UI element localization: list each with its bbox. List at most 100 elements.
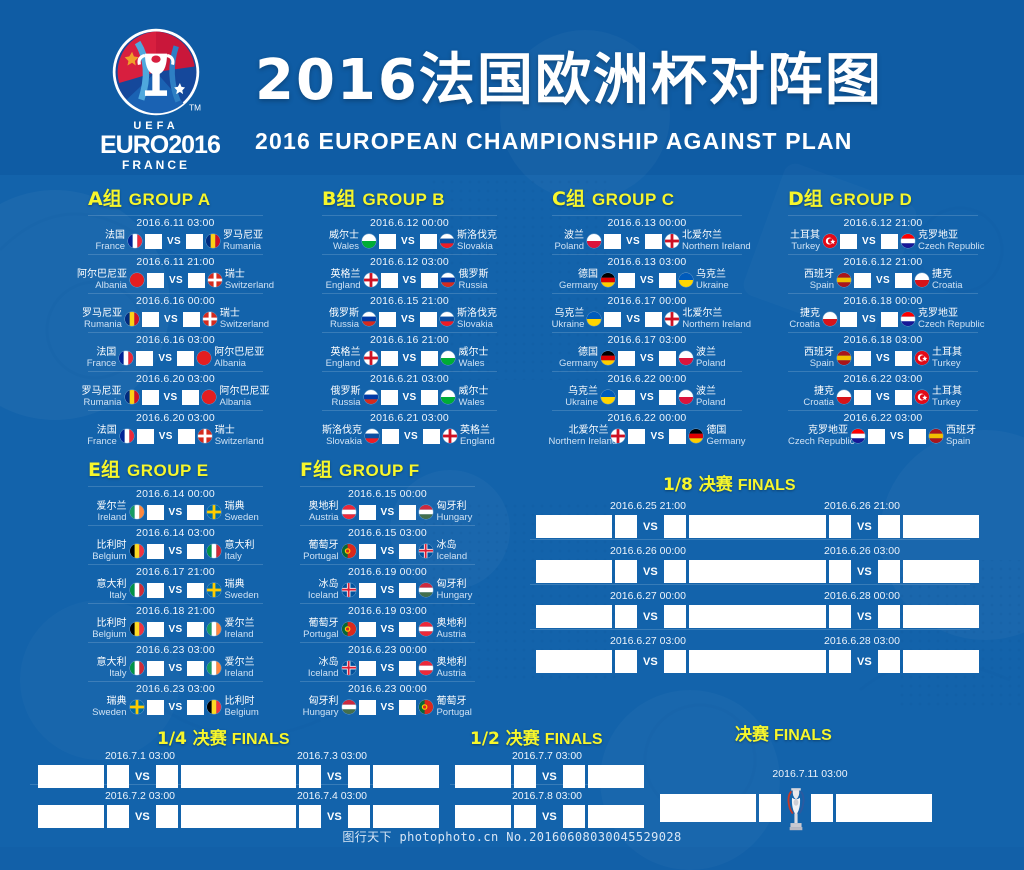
away-score-box[interactable] [811,794,833,822]
away-score-box[interactable] [562,765,585,788]
home-team-box[interactable] [536,650,612,673]
match-row[interactable]: 2016.6.17 21:00 意大利 Italy VS 瑞典 Sweden [88,564,263,603]
home-score-box[interactable] [358,660,376,676]
away-score-box[interactable] [658,350,676,366]
home-score-box[interactable] [604,311,622,327]
away-score-box[interactable] [881,233,898,249]
away-team-box[interactable] [688,650,765,673]
match-row[interactable]: 2016.6.16 03:00 法国 France VS 阿尔巴尼亚 Alban… [87,332,264,371]
away-score-box[interactable] [186,233,203,249]
away-team-box[interactable] [688,515,765,538]
away-team-box[interactable] [587,805,644,828]
away-score-box[interactable] [877,560,900,583]
away-score-box[interactable] [187,504,205,520]
match-row[interactable]: 2016.6.15 00:00 奥地利 Austria VS 匈牙利 Hunga… [300,486,475,525]
away-score-box[interactable] [177,350,195,366]
home-team-box[interactable] [750,515,826,538]
away-score-box[interactable] [187,660,205,676]
quarter-final-match[interactable]: 2016.7.3 03:00 VS [230,750,439,792]
away-score-box[interactable] [877,515,900,538]
away-score-box[interactable] [187,272,205,288]
home-score-box[interactable] [299,805,321,828]
home-score-box[interactable] [829,605,851,628]
home-score-box[interactable] [615,560,637,583]
match-row[interactable]: 2016.6.13 00:00 波兰 Poland VS 北爱尔兰 Northe… [552,215,751,254]
match-row[interactable]: 2016.6.15 03:00 葡萄牙 Portugal VS 冰岛 Icela… [300,525,475,564]
home-score-box[interactable] [358,504,376,520]
away-score-box[interactable] [894,272,912,288]
home-score-box[interactable] [604,233,622,249]
match-row[interactable]: 2016.6.11 03:00 法国 France VS 罗马尼亚 Rumani… [88,215,263,254]
home-score-box[interactable] [380,272,398,288]
home-score-box[interactable] [358,543,376,559]
match-row[interactable]: 2016.6.23 03:00 意大利 Italy VS 爱尔兰 Ireland [88,642,263,681]
home-score-box[interactable] [145,233,163,249]
home-team-box[interactable] [750,560,826,583]
away-score-box[interactable] [187,699,205,715]
semi-final-match[interactable]: 2016.7.8 03:00 VS [455,790,644,832]
home-score-box[interactable] [618,389,636,405]
match-row[interactable]: 2016.6.13 03:00 德国 Germany VS 乌克兰 Ukrain… [552,254,742,293]
away-team-box[interactable] [902,560,979,583]
home-score-box[interactable] [358,582,376,598]
home-score-box[interactable] [146,621,164,637]
home-team-box[interactable] [38,805,104,828]
home-score-box[interactable] [615,650,637,673]
round-of-16-match[interactable]: 2016.6.28 03:00 VS [750,635,979,677]
home-score-box[interactable] [146,543,164,559]
home-team-box[interactable] [455,765,511,788]
away-score-box[interactable] [669,428,687,444]
away-score-box[interactable] [399,504,417,520]
away-score-box[interactable] [182,311,200,327]
home-score-box[interactable] [136,428,154,444]
match-row[interactable]: 2016.6.11 21:00 阿尔巴尼亚 Albania VS 瑞士 Swit… [77,254,274,293]
match-row[interactable]: 2016.6.14 03:00 比利时 Belgium VS 意大利 Italy [88,525,263,564]
away-team-box[interactable] [587,765,644,788]
home-score-box[interactable] [146,272,164,288]
away-score-box[interactable] [399,621,417,637]
home-team-box[interactable] [750,605,826,628]
away-score-box[interactable] [420,233,437,249]
away-score-box[interactable] [347,765,370,788]
home-team-box[interactable] [230,765,296,788]
away-score-box[interactable] [663,605,686,628]
home-team-box[interactable] [536,605,612,628]
match-row[interactable]: 2016.6.12 21:00 西班牙 Spain VS 捷克 Croatia [788,254,978,293]
match-row[interactable]: 2016.6.18 00:00 捷克 Croatia VS 克罗地亚 Czech… [788,293,985,332]
away-score-box[interactable] [562,805,585,828]
away-score-box[interactable] [399,582,417,598]
final-match[interactable]: 2016.7.11 03:00 [660,768,960,831]
home-score-box[interactable] [146,660,164,676]
away-team-box[interactable] [836,794,932,822]
away-score-box[interactable] [187,621,205,637]
match-row[interactable]: 2016.6.12 00:00 威尔士 Wales VS 斯洛伐克 Slovak… [322,215,497,254]
round-of-16-match[interactable]: 2016.6.27 03:00 VS [536,635,765,677]
match-row[interactable]: 2016.6.14 00:00 爱尔兰 Ireland VS 瑞典 Sweden [88,486,263,525]
home-team-box[interactable] [230,805,296,828]
away-score-box[interactable] [177,428,195,444]
away-score-box[interactable] [155,765,178,788]
away-score-box[interactable] [663,650,686,673]
home-score-box[interactable] [514,805,536,828]
home-score-box[interactable] [628,428,646,444]
away-score-box[interactable] [422,428,440,444]
match-row[interactable]: 2016.6.22 00:00 北爱尔兰 Northern Ireland VS… [548,410,746,449]
quarter-final-match[interactable]: 2016.7.1 03:00 VS [38,750,247,792]
away-score-box[interactable] [421,272,439,288]
quarter-final-match[interactable]: 2016.7.2 03:00 VS [38,790,247,832]
home-score-box[interactable] [868,428,885,444]
home-score-box[interactable] [840,233,858,249]
match-row[interactable]: 2016.6.12 21:00 土耳其 Turkey VS 克罗地亚 Czech… [788,215,985,254]
match-row[interactable]: 2016.6.23 00:00 冰岛 Iceland VS 奥地利 Austri… [300,642,475,681]
match-row[interactable]: 2016.6.21 03:00 斯洛伐克 Slovakia VS 英格兰 Eng… [322,410,497,449]
home-score-box[interactable] [759,794,781,822]
away-team-box[interactable] [902,605,979,628]
home-score-box[interactable] [829,560,851,583]
match-row[interactable]: 2016.6.12 03:00 英格兰 England VS 俄罗斯 Russi… [322,254,497,293]
match-row[interactable]: 2016.6.20 03:00 法国 France VS 瑞士 Switzerl… [87,410,264,449]
away-team-box[interactable] [902,650,979,673]
match-row[interactable]: 2016.6.18 21:00 比利时 Belgium VS 爱尔兰 Irela… [88,603,263,642]
home-score-box[interactable] [299,765,321,788]
away-team-box[interactable] [902,515,979,538]
home-score-box[interactable] [136,350,154,366]
